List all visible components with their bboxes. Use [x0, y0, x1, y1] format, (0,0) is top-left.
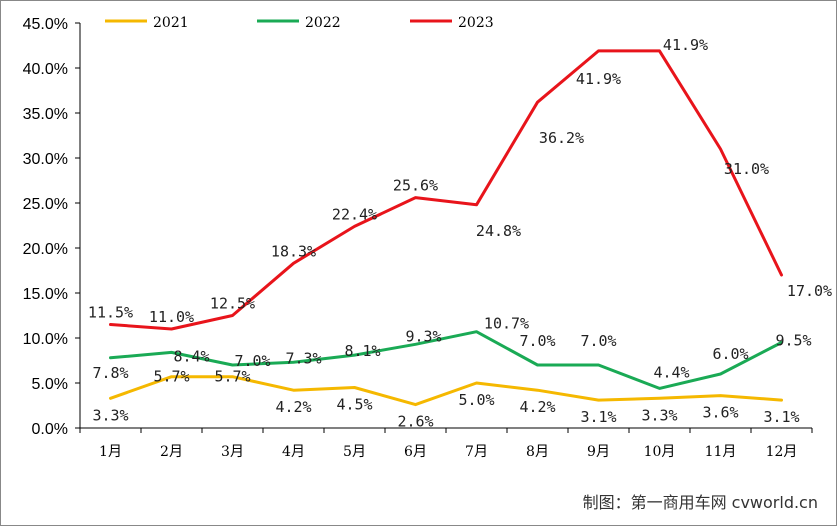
data-label-2022: 7.8%	[92, 364, 128, 382]
x-tick-label: 9月	[587, 444, 610, 460]
x-tick-label: 4月	[282, 444, 305, 460]
data-label-2023: 24.8%	[476, 222, 521, 240]
x-tick-label: 2月	[160, 444, 183, 460]
series-line-2021	[109, 375, 783, 407]
data-label-2021: 5.7%	[214, 368, 250, 386]
y-tick-label: 5.0%	[32, 376, 68, 393]
data-label-2022: 7.3%	[285, 349, 321, 367]
x-tick-label: 12月	[766, 444, 798, 460]
y-tick-label: 35.0%	[23, 106, 68, 123]
data-label-2021: 5.7%	[153, 368, 189, 386]
data-label-2021: 5.0%	[458, 391, 494, 409]
data-label-2022: 4.4%	[653, 363, 689, 381]
y-tick-label: 0.0%	[32, 421, 68, 438]
data-label-2023: 25.6%	[393, 177, 438, 195]
data-label-2022: 7.0%	[234, 352, 270, 370]
y-tick-label: 20.0%	[23, 241, 68, 258]
data-label-2023: 12.5%	[210, 295, 255, 313]
data-label-2023: 18.3%	[271, 242, 316, 260]
x-axis: 1月 2月 3月 4月 5月 6月 7月 8月 9月 10月 11月 12月	[79, 427, 813, 460]
data-labels: 3.3% 5.7% 5.7% 4.2% 4.5% 2.6% 5.0% 4.2% 3.1% 3.3%…	[88, 36, 832, 431]
x-tick-label: 1月	[99, 444, 122, 460]
data-label-2021: 3.3%	[92, 406, 128, 424]
y-tick-label: 25.0%	[23, 196, 68, 213]
series-group	[109, 49, 783, 407]
x-tick-label: 5月	[343, 444, 366, 460]
x-tick-label: 3月	[221, 444, 244, 460]
y-tick-label: 40.0%	[23, 61, 68, 78]
x-tick-label: 6月	[404, 444, 427, 460]
legend-label-2023: 2023	[458, 15, 494, 31]
series-line-2022	[109, 330, 783, 390]
data-label-2021: 4.2%	[275, 398, 311, 416]
source-credit: 制图：第一商用车网 cvworld.cn	[583, 493, 818, 512]
data-label-2021: 4.5%	[336, 396, 372, 414]
data-label-2021: 3.1%	[763, 408, 799, 426]
legend: 2021 2022 2023	[105, 15, 494, 31]
data-label-2023: 41.9%	[663, 36, 708, 54]
legend-label-2022: 2022	[305, 15, 341, 31]
data-label-2022: 7.0%	[580, 332, 616, 350]
x-tick-label: 8月	[526, 444, 549, 460]
y-tick-label: 10.0%	[23, 331, 68, 348]
data-label-2023: 11.0%	[149, 308, 194, 326]
data-label-2022: 10.7%	[484, 315, 529, 333]
data-label-2023: 31.0%	[724, 160, 769, 178]
data-label-2022: 8.4%	[173, 347, 209, 365]
data-label-2022: 7.0%	[519, 332, 555, 350]
data-label-2023: 36.2%	[539, 129, 584, 147]
y-tick-label: 30.0%	[23, 151, 68, 168]
data-label-2021: 3.3%	[641, 406, 677, 424]
y-tick-label: 15.0%	[23, 286, 68, 303]
series-line-2023	[109, 49, 783, 331]
x-tick-label: 7月	[465, 444, 488, 460]
data-label-2023: 17.0%	[787, 282, 832, 300]
x-tick-label: 11月	[705, 444, 737, 460]
y-axis: 0.0% 5.0% 10.0% 15.0% 20.0% 25.0% 30.0% 35.0% 40…	[23, 16, 81, 438]
legend-label-2021: 2021	[153, 15, 189, 31]
x-tick-label: 10月	[644, 444, 676, 460]
data-label-2023: 41.9%	[576, 70, 621, 88]
data-label-2022: 9.3%	[405, 327, 441, 345]
data-label-2023: 11.5%	[88, 304, 133, 322]
data-label-2021: 2.6%	[397, 413, 433, 431]
data-label-2021: 4.2%	[519, 398, 555, 416]
data-label-2023: 22.4%	[332, 205, 377, 223]
y-tick-label: 45.0%	[23, 16, 68, 33]
data-label-2022: 9.5%	[775, 332, 811, 350]
data-label-2022: 6.0%	[712, 345, 748, 363]
data-label-2021: 3.6%	[702, 404, 738, 422]
data-label-2021: 3.1%	[580, 408, 616, 426]
data-label-2022: 8.1%	[344, 342, 380, 360]
